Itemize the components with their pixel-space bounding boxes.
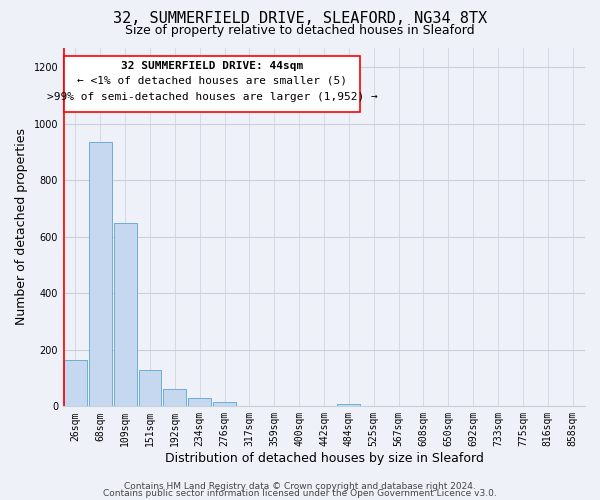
Text: >99% of semi-detached houses are larger (1,952) →: >99% of semi-detached houses are larger … [47,92,377,102]
Bar [188,398,211,406]
Text: Contains HM Land Registry data © Crown copyright and database right 2024.: Contains HM Land Registry data © Crown c… [124,482,476,491]
FancyBboxPatch shape [64,56,361,112]
Bar [337,404,361,406]
Bar [64,360,87,406]
X-axis label: Distribution of detached houses by size in Sleaford: Distribution of detached houses by size … [164,452,484,465]
Bar [213,402,236,406]
Text: 32, SUMMERFIELD DRIVE, SLEAFORD, NG34 8TX: 32, SUMMERFIELD DRIVE, SLEAFORD, NG34 8T… [113,11,487,26]
Text: Contains public sector information licensed under the Open Government Licence v3: Contains public sector information licen… [103,490,497,498]
Text: ← <1% of detached houses are smaller (5): ← <1% of detached houses are smaller (5) [77,76,347,86]
Bar [163,390,187,406]
Bar [139,370,161,406]
Text: 32 SUMMERFIELD DRIVE: 44sqm: 32 SUMMERFIELD DRIVE: 44sqm [121,61,303,71]
Bar [114,222,137,406]
Text: Size of property relative to detached houses in Sleaford: Size of property relative to detached ho… [125,24,475,37]
Bar [89,142,112,406]
Y-axis label: Number of detached properties: Number of detached properties [15,128,28,326]
